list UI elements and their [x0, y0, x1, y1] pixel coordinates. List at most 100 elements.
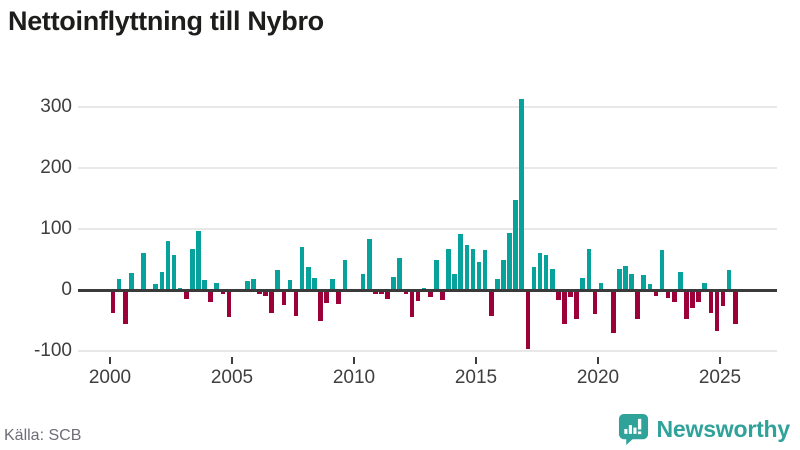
- bar-positive: [476, 261, 482, 290]
- bar-negative: [690, 290, 695, 309]
- bar-positive: [312, 277, 317, 290]
- bar-negative: [409, 290, 415, 317]
- bar-positive: [519, 99, 525, 290]
- bar-positive: [629, 274, 634, 290]
- bar-positive: [702, 283, 708, 290]
- bar-positive: [446, 249, 451, 290]
- newsworthy-logo: Newsworthy: [618, 413, 790, 446]
- bar-positive: [580, 278, 586, 290]
- x-tick-mark: [353, 357, 355, 364]
- bar-negative: [336, 290, 342, 305]
- bar-negative: [671, 290, 677, 302]
- bar-negative: [562, 290, 567, 324]
- brand-name: Newsworthy: [656, 416, 791, 442]
- bar-negative: [427, 290, 433, 297]
- bar-negative: [635, 290, 640, 320]
- bar-positive: [617, 268, 622, 290]
- x-tick-mark: [597, 357, 599, 364]
- bar-positive: [244, 281, 250, 290]
- bar-negative: [208, 290, 213, 302]
- bar-positive: [678, 272, 683, 290]
- bar-negative: [665, 290, 671, 298]
- newsworthy-speech-bubble-bar-chart-icon: [618, 414, 648, 445]
- gridline: [78, 350, 777, 352]
- x-tick-mark: [231, 357, 233, 364]
- bar-positive: [659, 249, 665, 290]
- bar-negative: [653, 290, 659, 297]
- bar-negative: [720, 290, 726, 307]
- bar-positive: [531, 266, 537, 290]
- bar-positive: [452, 273, 457, 290]
- bar-negative: [684, 290, 689, 320]
- bar-negative: [226, 290, 232, 317]
- source-attribution: Källa: SCB: [4, 427, 82, 444]
- bar-positive: [470, 249, 476, 290]
- bar-positive: [251, 279, 256, 290]
- bar-positive: [299, 247, 305, 290]
- bar-positive: [275, 269, 281, 290]
- bar-positive: [482, 249, 488, 290]
- y-tick-label: 300: [40, 96, 72, 117]
- x-tick-label: 2000: [88, 367, 132, 388]
- bar-positive: [549, 269, 555, 290]
- x-tick-mark: [475, 357, 477, 364]
- bar-negative: [281, 290, 287, 305]
- bar-negative: [568, 290, 573, 297]
- bar-negative: [385, 290, 390, 300]
- bar-positive: [537, 252, 543, 290]
- bar-negative: [574, 290, 579, 320]
- bar-positive: [202, 279, 207, 290]
- bar-positive: [507, 232, 512, 290]
- bar-positive: [287, 279, 293, 290]
- bar-positive: [501, 260, 506, 290]
- bar-positive: [543, 255, 549, 290]
- bar-positive: [391, 277, 396, 290]
- bar-positive: [196, 231, 201, 290]
- bar-negative: [525, 290, 531, 350]
- bar-positive: [464, 245, 470, 290]
- bar-positive: [647, 283, 653, 290]
- chart-title: Nettoinflyttning till Nybro: [8, 6, 324, 36]
- bar-negative: [220, 290, 226, 294]
- x-tick-label: 2020: [576, 367, 620, 388]
- bar-positive: [366, 238, 372, 290]
- bar-negative: [269, 290, 274, 314]
- bar-positive: [116, 279, 122, 290]
- y-tick-label: 100: [40, 218, 72, 239]
- gridline: [78, 106, 777, 108]
- bar-positive: [586, 249, 592, 290]
- x-tick-label: 2010: [332, 367, 376, 388]
- bar-negative: [379, 290, 384, 294]
- y-tick-label: -100: [33, 340, 72, 361]
- bar-negative: [415, 290, 421, 301]
- bar-positive: [165, 240, 171, 290]
- bar-negative: [732, 290, 738, 325]
- bar-positive: [342, 260, 348, 290]
- zero-axis-line: [78, 288, 777, 292]
- bar-positive: [458, 234, 464, 290]
- x-tick-mark: [719, 357, 721, 364]
- bar-positive: [159, 272, 165, 290]
- x-tick-label: 2005: [210, 367, 254, 388]
- bar-positive: [330, 279, 335, 290]
- bar-negative: [708, 290, 714, 314]
- bar-positive: [129, 272, 134, 290]
- bar-negative: [696, 290, 701, 303]
- bar-positive: [598, 283, 604, 290]
- bar-negative: [293, 290, 299, 316]
- bar-negative: [318, 290, 323, 321]
- gridline: [78, 167, 777, 169]
- bar-positive: [434, 260, 439, 290]
- bar-negative: [110, 290, 116, 314]
- bar-positive: [190, 248, 195, 290]
- x-tick-label: 2015: [454, 367, 498, 388]
- bar-positive: [495, 279, 500, 290]
- bar-negative: [257, 290, 262, 295]
- bar-negative: [263, 290, 268, 297]
- bar-negative: [556, 290, 561, 301]
- bar-negative: [610, 290, 616, 333]
- bar-negative: [592, 290, 598, 315]
- bar-positive: [726, 270, 732, 290]
- bar-positive: [513, 200, 518, 290]
- gridline: [78, 228, 777, 230]
